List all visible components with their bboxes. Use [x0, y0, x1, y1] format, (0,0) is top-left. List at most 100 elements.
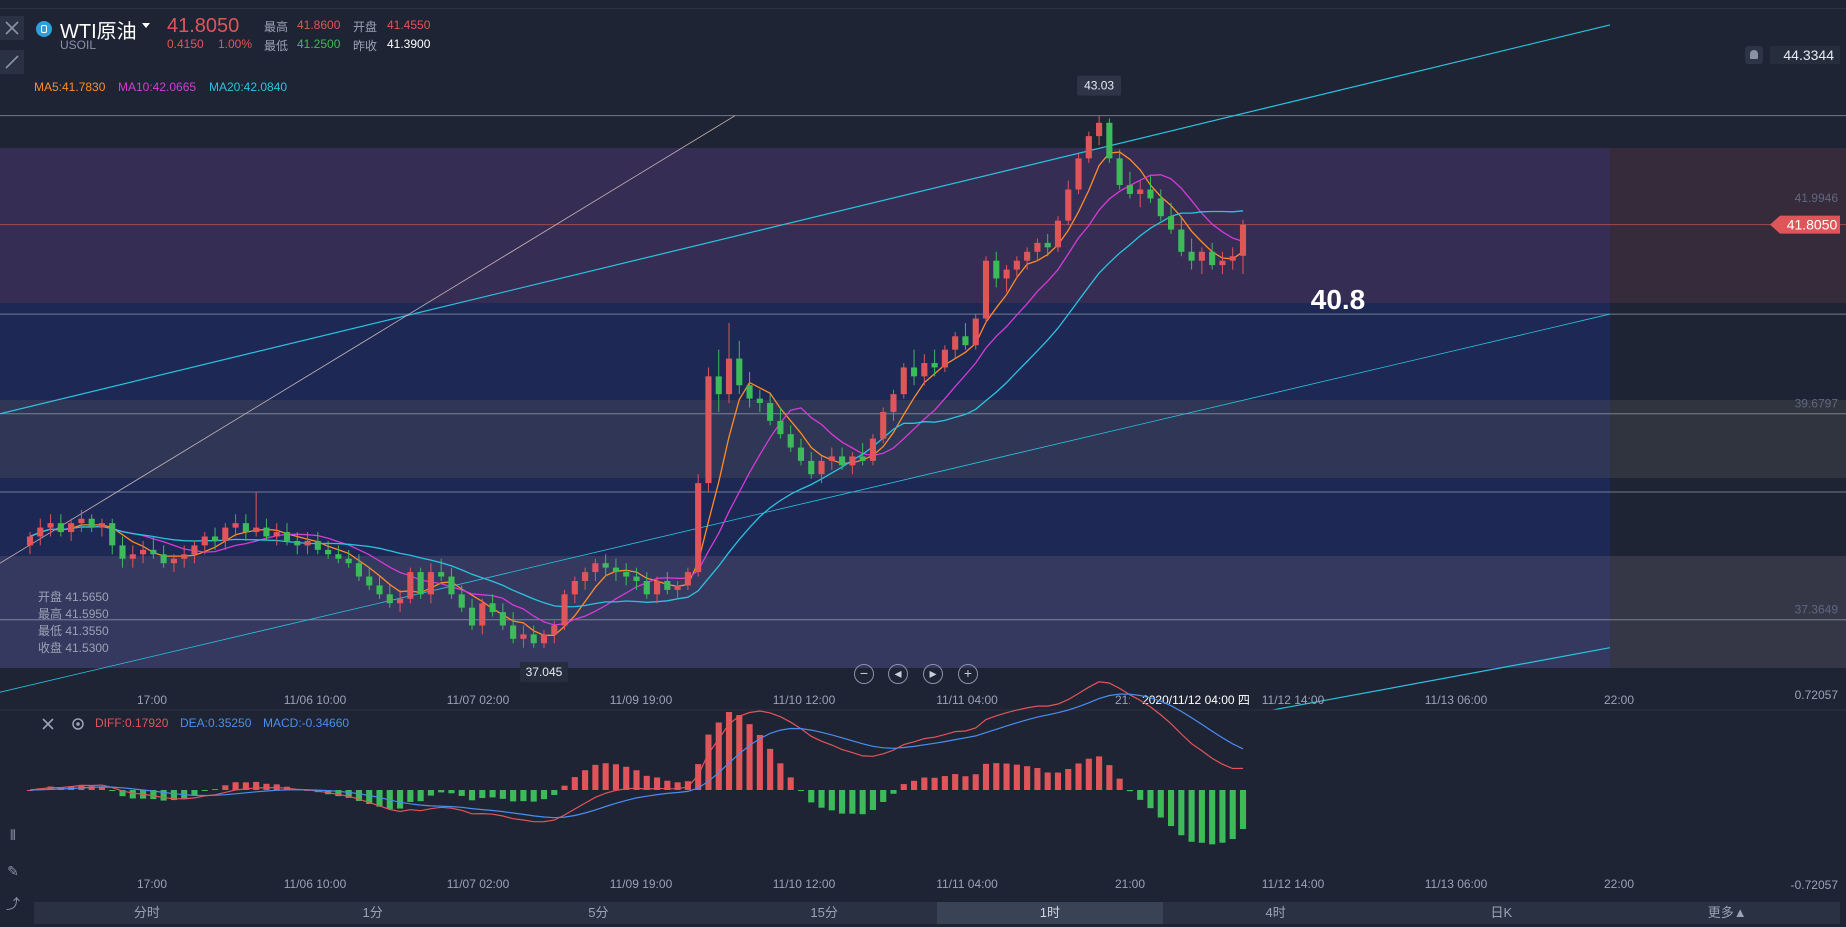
symbol-code: USOIL: [60, 38, 97, 52]
ohlc-low: 最低 41.3550: [38, 624, 109, 638]
ma5-label: MA5:41.7830: [34, 80, 106, 94]
macd-bar: [458, 790, 465, 796]
candle-body: [119, 545, 126, 559]
candle-body: [828, 456, 835, 461]
tab-0[interactable]: 分时: [133, 905, 160, 920]
macd-bar: [88, 786, 95, 790]
candle-body: [170, 558, 177, 564]
candle-body: [941, 349, 948, 368]
macd-bar: [1106, 765, 1113, 790]
candle-body: [520, 634, 527, 639]
candle-body: [1229, 256, 1236, 261]
zoom-in-button[interactable]: +: [958, 664, 978, 684]
candle-body: [756, 398, 763, 404]
channel-upper-line: [0, 24, 1611, 415]
candle-body: [767, 403, 774, 421]
tab-7[interactable]: 更多▲: [1707, 905, 1747, 920]
candle-body: [1157, 198, 1164, 217]
macd-ytick-top: 0.72057: [1795, 688, 1839, 702]
macd-bar: [623, 766, 630, 790]
zoom-out-button[interactable]: −: [854, 664, 874, 684]
trough-label: 37.045: [526, 665, 563, 679]
tab-5[interactable]: 4时: [1265, 905, 1286, 920]
candle-body: [1239, 224, 1247, 256]
macd-bar: [170, 790, 177, 801]
macd-bar: [910, 780, 918, 790]
indicator-tool-icon[interactable]: ⫴: [10, 827, 16, 843]
macd-bar: [654, 777, 661, 790]
macd-settings-icon[interactable]: [68, 714, 88, 734]
macd-bar: [47, 786, 54, 790]
macd-close-icon[interactable]: [38, 714, 58, 734]
macd-bar: [201, 790, 208, 791]
macd-bar: [119, 790, 126, 797]
symbol-name[interactable]: WTI原油: [60, 21, 137, 43]
x-tick-7: 11/12 14:00: [1262, 693, 1325, 707]
macd-bar: [725, 712, 733, 790]
tab-6[interactable]: 日K: [1490, 905, 1513, 920]
step-back-button[interactable]: ◂: [888, 664, 908, 684]
tab-3[interactable]: 15分: [810, 905, 838, 920]
macd-bar: [438, 790, 445, 793]
step-forward-button[interactable]: ▸: [923, 664, 943, 684]
tab-1[interactable]: 1分: [362, 905, 383, 920]
ohlc-high: 最高 41.5950: [38, 607, 109, 621]
x-tick-2: 11/07 02:00: [447, 693, 510, 707]
candle-body: [880, 411, 887, 439]
macd-bar: [1229, 790, 1236, 840]
drawing-tool-icon[interactable]: [0, 50, 24, 74]
tab-4[interactable]: 1时: [937, 902, 1163, 924]
macd-bar: [1188, 790, 1195, 842]
symbol-dropdown-icon[interactable]: [142, 23, 150, 28]
ohlc-close: 收盘 41.5300: [38, 641, 109, 655]
crosshair-time: 2020/11/12 04:00 四: [1142, 693, 1250, 707]
candle-body: [849, 456, 856, 466]
candle-body: [283, 532, 291, 541]
macd-bar: [376, 790, 383, 807]
price-change-percent: 1.00%: [218, 37, 253, 51]
macd-bar: [941, 776, 948, 790]
candle-body: [674, 585, 681, 590]
macd-bar: [345, 790, 352, 798]
candle-body: [140, 549, 147, 555]
candle-body: [407, 572, 414, 599]
candle-body: [150, 549, 157, 555]
close-icon[interactable]: [0, 16, 24, 40]
candle-body: [705, 376, 712, 484]
x-tick-9: 22:00: [1604, 693, 1634, 707]
candle-body: [921, 363, 928, 377]
x-tick-1: 11/06 10:00: [284, 693, 347, 707]
macd-bar: [931, 777, 938, 790]
candle-body: [582, 572, 589, 581]
macd-bar: [253, 781, 260, 790]
candle-body: [448, 576, 455, 595]
candle-body: [787, 434, 794, 448]
candle-body: [57, 523, 64, 533]
macd-bar: [242, 782, 249, 790]
macd-bar: [612, 764, 619, 790]
candle-body: [602, 563, 609, 568]
macd-bar: [397, 790, 404, 809]
tab-2[interactable]: 5分: [588, 905, 609, 920]
x-tick-3: 11/09 19:00: [610, 693, 673, 707]
alert-bell-icon[interactable]: [1745, 46, 1763, 64]
macd-bar: [767, 748, 774, 790]
macd-bar: [263, 783, 270, 790]
macd-bar: [602, 763, 609, 790]
candle-body: [479, 603, 486, 626]
low-label: 最低: [264, 39, 289, 53]
macd-bar: [1065, 769, 1072, 790]
trend-tool-icon[interactable]: ⤴: [6, 896, 20, 912]
pencil-tool-icon[interactable]: ✎: [7, 863, 19, 879]
macd-bar: [962, 776, 969, 790]
macd-bar: [571, 777, 578, 790]
candle-body: [818, 460, 825, 475]
candle-body: [304, 540, 311, 546]
prev-close-label: 昨收: [353, 39, 378, 53]
price-change: 0.4150: [167, 37, 204, 51]
candle-body: [201, 536, 208, 546]
candle-body: [273, 532, 280, 537]
macd-bar: [674, 782, 681, 790]
candle-body: [109, 523, 116, 546]
